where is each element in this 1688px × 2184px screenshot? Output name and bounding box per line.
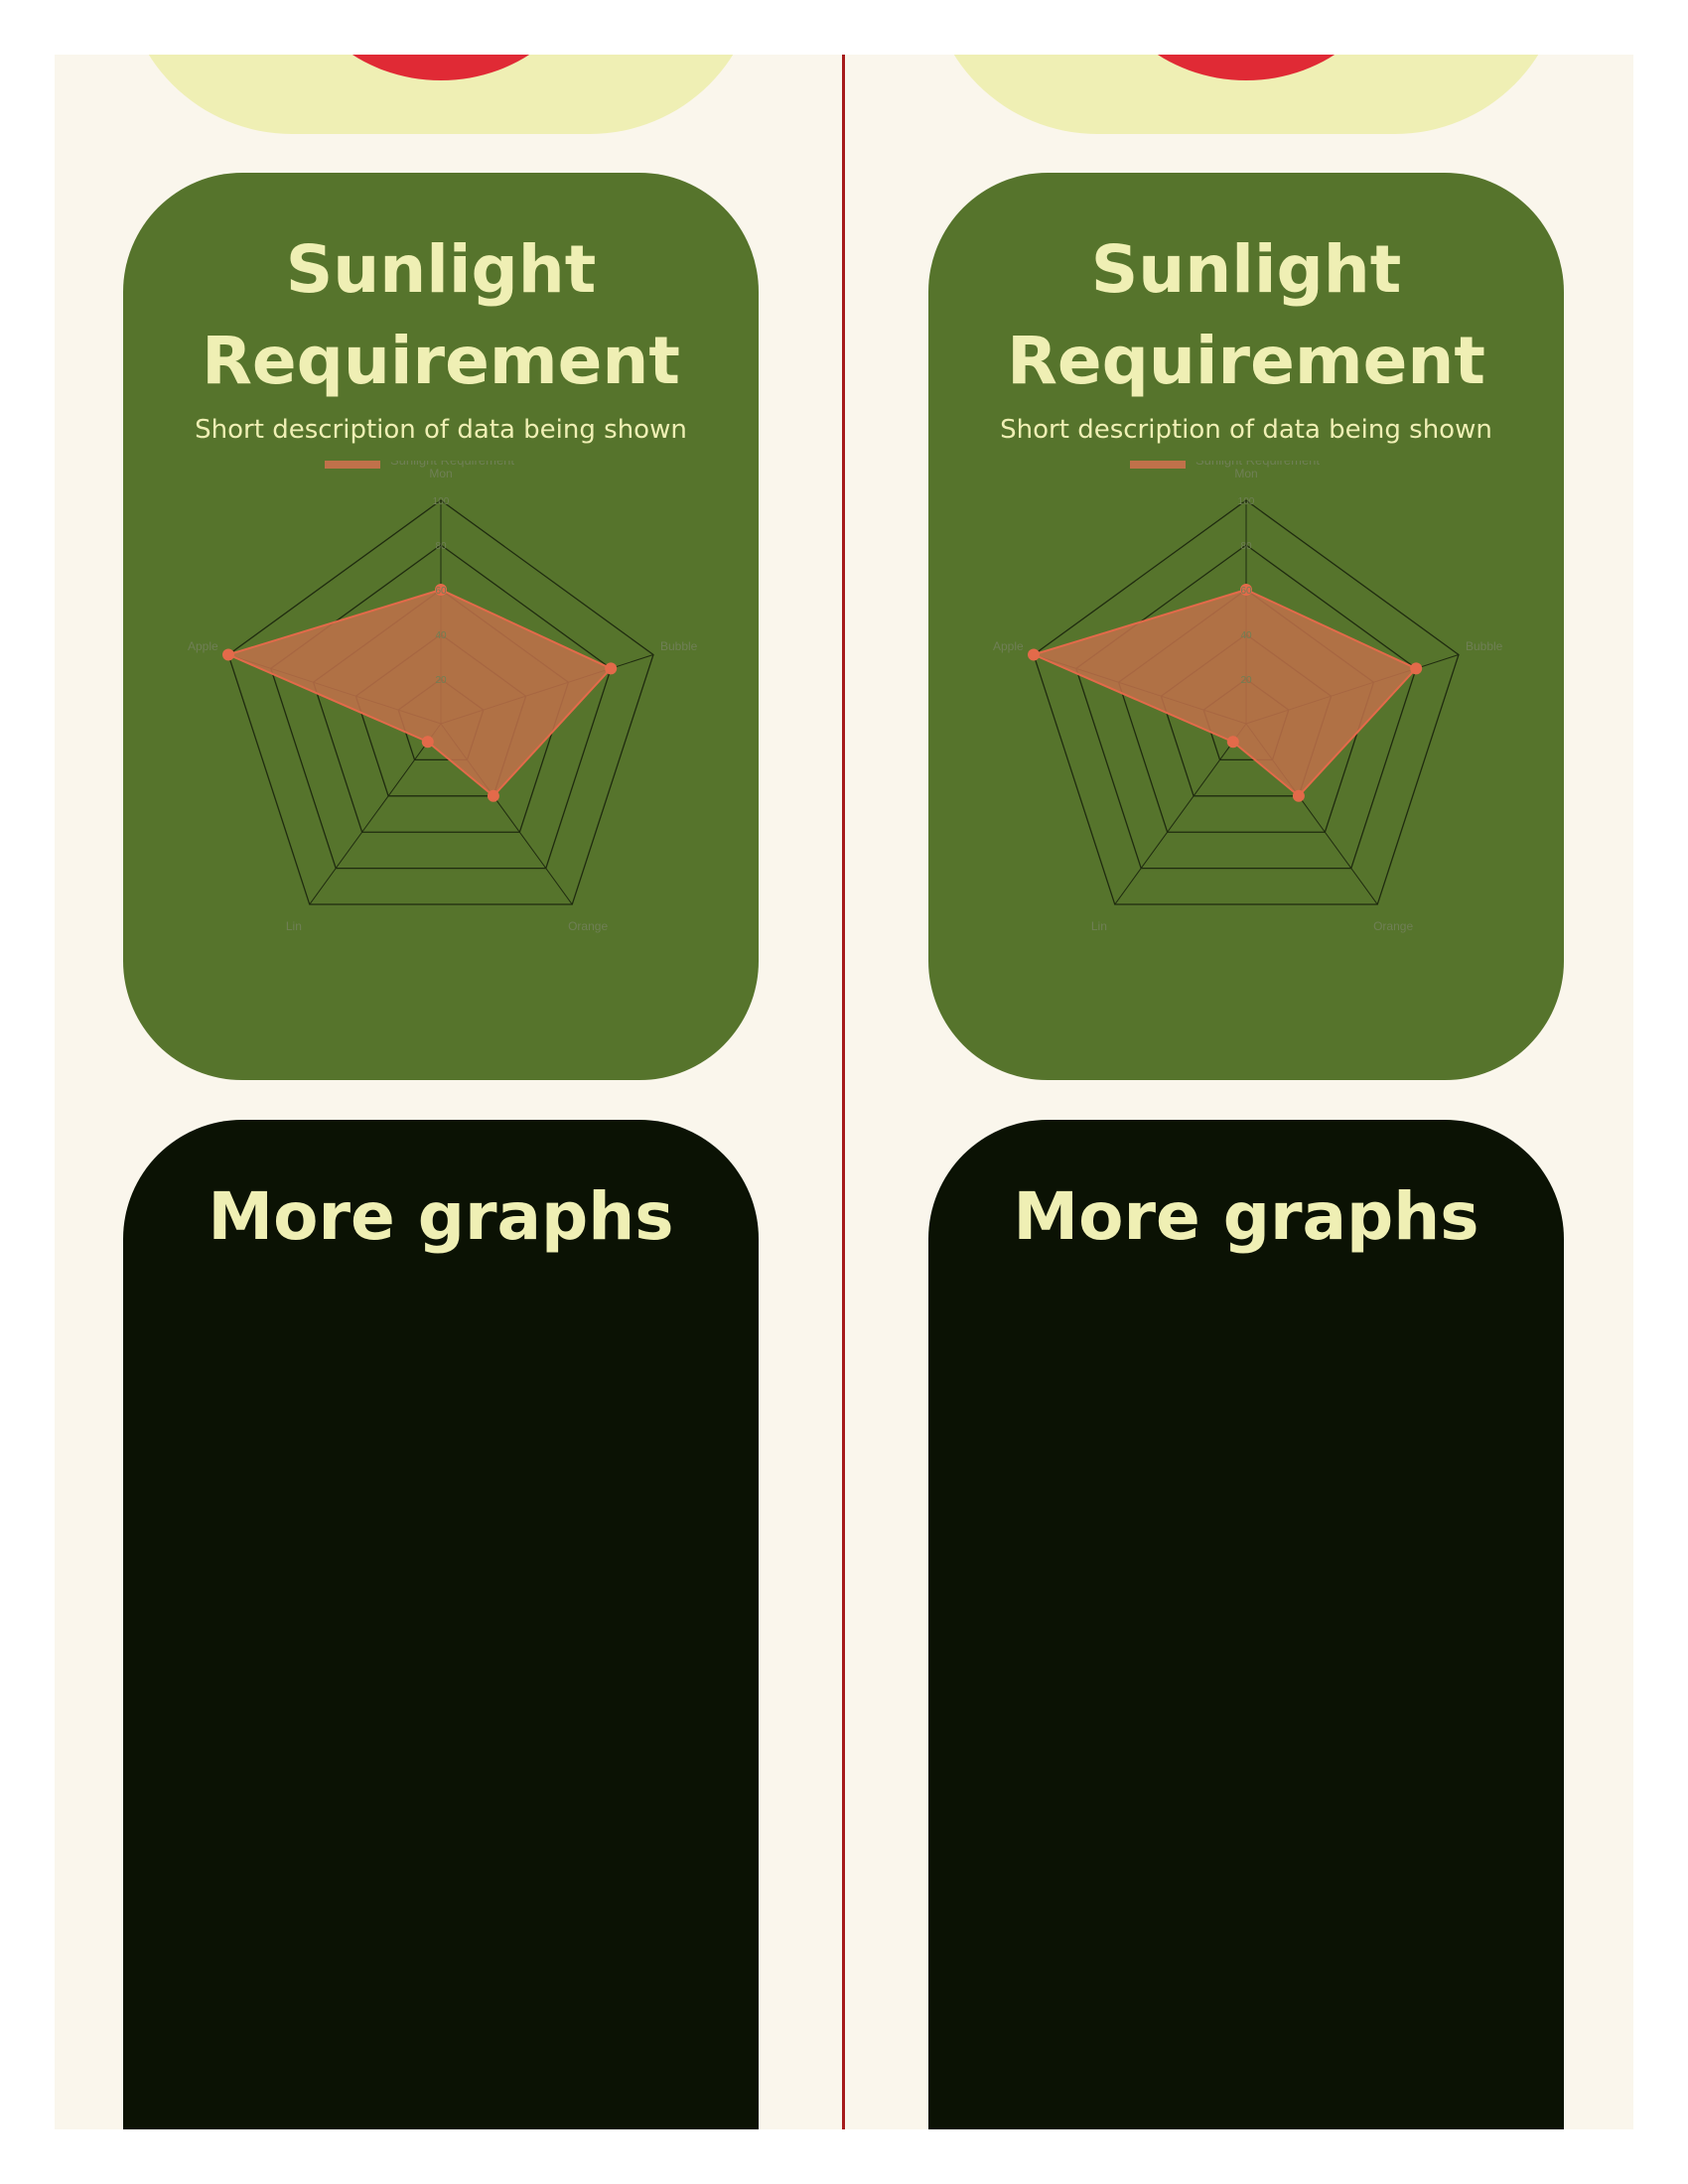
axis-label-orange: Orange — [568, 919, 608, 933]
axis-label-mon: Mon — [1234, 467, 1257, 480]
tick-label-20: 20 — [1240, 675, 1252, 686]
data-point-bubble — [605, 662, 618, 675]
sunlight-title-line2: Requirement — [202, 323, 680, 399]
grid-ring-100 — [1033, 499, 1460, 905]
grid-spoke-3 — [1114, 723, 1247, 905]
column-divider — [842, 55, 845, 2129]
red-disc-graphic — [292, 55, 590, 80]
data-point-bubble — [1410, 662, 1423, 675]
sunlight-title: Sunlight Requirement — [123, 224, 759, 407]
data-point-lin — [1226, 736, 1239, 749]
radar-chart-container: Sunlight Requirement 20 40 60 80 100 Mon Bubble… — [928, 461, 1564, 1017]
sunlight-title-line2: Requirement — [1007, 323, 1485, 399]
data-point-orange — [1292, 789, 1305, 802]
tick-label-20: 20 — [435, 675, 447, 686]
data-point-orange — [487, 789, 499, 802]
sunlight-card: Sunlight Requirement Short description o… — [928, 173, 1564, 1080]
tick-label-40: 40 — [435, 630, 447, 641]
legend-label: Sunlight Requirement — [390, 461, 514, 468]
axis-label-bubble: Bubble — [660, 639, 698, 653]
axis-label-orange: Orange — [1373, 919, 1413, 933]
radar-chart-container: Sunlight Requirement 20 40 60 80 100 Mon Bubble… — [123, 461, 759, 1017]
sunlight-title: Sunlight Requirement — [928, 224, 1564, 407]
axis-label-lin: Lin — [1091, 919, 1107, 933]
top-card — [928, 55, 1564, 134]
data-point-mon — [1240, 584, 1252, 596]
top-card — [123, 55, 759, 134]
more-graphs-title: More graphs — [1013, 1178, 1479, 1255]
red-disc-graphic — [1097, 55, 1395, 80]
left-column: Sunlight Requirement Short description o… — [123, 55, 759, 2129]
sunlight-card: Sunlight Requirement Short description o… — [123, 173, 759, 1080]
tick-label-100: 100 — [1238, 496, 1255, 507]
legend-swatch — [1130, 461, 1186, 469]
radar-chart: Sunlight Requirement 20 40 60 80 100 Mon Bubble… — [188, 461, 698, 933]
axis-label-bubble: Bubble — [1466, 639, 1503, 653]
more-graphs-card: More graphs — [123, 1120, 759, 2129]
right-column: Sunlight Requirement Short description o… — [928, 55, 1564, 2129]
more-graphs-card: More graphs — [928, 1120, 1564, 2129]
data-point-apple — [222, 648, 235, 661]
grid-spoke-3 — [309, 723, 442, 905]
tick-label-100: 100 — [433, 496, 450, 507]
tick-label-60: 60 — [1240, 586, 1252, 597]
series-area — [1031, 588, 1418, 798]
sunlight-subtitle: Short description of data being shown — [195, 415, 687, 445]
grid-ring-100 — [227, 499, 654, 905]
more-graphs-title: More graphs — [208, 1178, 674, 1255]
tick-label-80: 80 — [435, 541, 447, 552]
series-area — [225, 588, 613, 798]
tick-label-40: 40 — [1240, 630, 1252, 641]
tick-label-60: 60 — [435, 586, 447, 597]
sunlight-title-line1: Sunlight — [285, 231, 597, 308]
radar-chart: Sunlight Requirement 20 40 60 80 100 Mon Bubble… — [993, 461, 1503, 933]
axis-label-lin: Lin — [286, 919, 302, 933]
page-sheet: Sunlight Requirement Short description o… — [55, 55, 1633, 2129]
data-point-apple — [1028, 648, 1041, 661]
sunlight-subtitle: Short description of data being shown — [1000, 415, 1492, 445]
axis-label-apple: Apple — [993, 639, 1024, 653]
legend-label: Sunlight Requirement — [1196, 461, 1320, 468]
data-point-lin — [421, 736, 434, 749]
axis-label-mon: Mon — [429, 467, 452, 480]
axis-label-apple: Apple — [188, 639, 218, 653]
data-point-mon — [435, 584, 447, 596]
tick-label-80: 80 — [1240, 541, 1252, 552]
sunlight-title-line1: Sunlight — [1090, 231, 1402, 308]
legend-swatch — [325, 461, 380, 469]
